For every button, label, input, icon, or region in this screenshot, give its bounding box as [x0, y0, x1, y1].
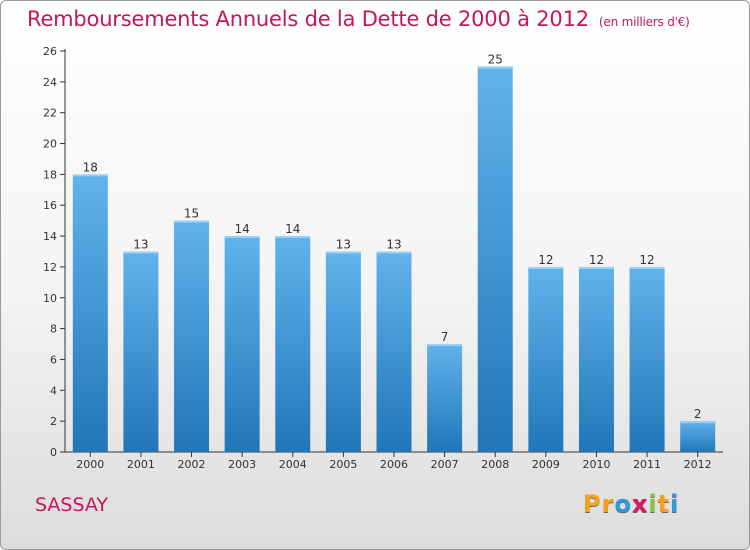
data-label: 7 [441, 330, 449, 344]
logo-letter: i [670, 490, 680, 518]
x-tick-label: 2010 [582, 458, 610, 471]
bar-2003 [224, 236, 260, 452]
data-label: 12 [589, 253, 604, 267]
bar-highlight [528, 266, 564, 269]
x-tick-label: 2006 [380, 458, 408, 471]
chart-subtitle: (en milliers d'€) [598, 15, 690, 29]
data-label: 18 [83, 160, 98, 174]
x-axis: 2000 2001 2002 2003 2004 2005 2006 2007 2008 2009… [65, 451, 723, 471]
bar-highlight [376, 251, 412, 254]
bar-2012 [680, 421, 716, 452]
x-tick-label: 2008 [481, 458, 509, 471]
proxiti-logo: Proxiti [583, 490, 679, 518]
y-tick-label: 8 [50, 323, 57, 336]
data-label: 12 [639, 253, 654, 267]
data-label: 13 [133, 238, 148, 252]
logo-letter: t [657, 490, 671, 518]
bar-highlight [629, 266, 665, 269]
y-tick-label: 6 [50, 353, 57, 366]
x-tick-label: 2012 [684, 458, 712, 471]
bar-highlight [578, 266, 614, 269]
bar-2002 [174, 220, 210, 452]
bar-highlight [123, 251, 159, 254]
x-tick-label: 2002 [178, 458, 206, 471]
bars [72, 66, 716, 452]
bar-highlight [680, 421, 716, 424]
data-label: 14 [235, 222, 250, 236]
title-text: Remboursements Annuels de la Dette de 20… [27, 7, 589, 31]
x-tick-label: 2009 [532, 458, 560, 471]
data-labels: 18 13 15 14 14 13 13 7 25 12 12 12 2 [83, 52, 702, 421]
y-tick-label: 2 [50, 415, 57, 428]
data-label: 13 [386, 238, 401, 252]
x-tick-label: 2004 [279, 458, 307, 471]
y-tick-label: 20 [43, 138, 57, 151]
bar-2010 [578, 266, 614, 452]
bar-2009 [528, 266, 564, 452]
bar-highlight [72, 174, 108, 177]
y-tick-label: 26 [43, 45, 57, 58]
data-label: 15 [184, 207, 199, 221]
data-label: 14 [285, 222, 300, 236]
bar-highlight [224, 236, 260, 239]
y-tick-label: 16 [43, 199, 57, 212]
logo-letter: x [631, 490, 649, 518]
x-tick-label: 2001 [127, 458, 155, 471]
bar-2000 [72, 174, 108, 452]
chart-title: Remboursements Annuels de la Dette de 20… [27, 7, 690, 31]
x-tick-label: 2003 [228, 458, 256, 471]
y-tick-label: 18 [43, 168, 57, 181]
bar-2001 [123, 251, 159, 452]
logo-letter: i [648, 490, 658, 518]
y-tick-label: 0 [50, 446, 57, 459]
data-label: 25 [488, 52, 503, 66]
y-tick-label: 10 [43, 292, 57, 305]
bar-highlight [325, 251, 361, 254]
bar-2006 [376, 251, 412, 452]
bar-highlight [477, 66, 513, 69]
x-tick-label: 2011 [633, 458, 661, 471]
bar-2005 [325, 251, 361, 452]
bar-2004 [275, 236, 311, 452]
logo-letter: P [583, 490, 602, 518]
commune-name: SASSAY [35, 494, 109, 516]
logo-letter: r [601, 490, 615, 518]
y-tick-label: 14 [43, 230, 57, 243]
logo-letter: o [614, 490, 632, 518]
y-tick-label: 12 [43, 261, 57, 274]
bar-2008 [477, 66, 513, 452]
data-label: 12 [538, 253, 553, 267]
bar-highlight [427, 344, 463, 347]
x-tick-label: 2005 [329, 458, 357, 471]
bar-2011 [629, 266, 665, 452]
bar-highlight [174, 220, 210, 223]
data-label: 13 [336, 238, 351, 252]
y-tick-label: 22 [43, 107, 57, 120]
bar-2007 [427, 344, 463, 452]
data-label: 2 [694, 407, 702, 421]
x-tick-label: 2000 [76, 458, 104, 471]
y-tick-label: 4 [50, 384, 57, 397]
y-tick-label: 24 [43, 76, 57, 89]
bar-highlight [275, 236, 311, 239]
x-tick-label: 2007 [431, 458, 459, 471]
